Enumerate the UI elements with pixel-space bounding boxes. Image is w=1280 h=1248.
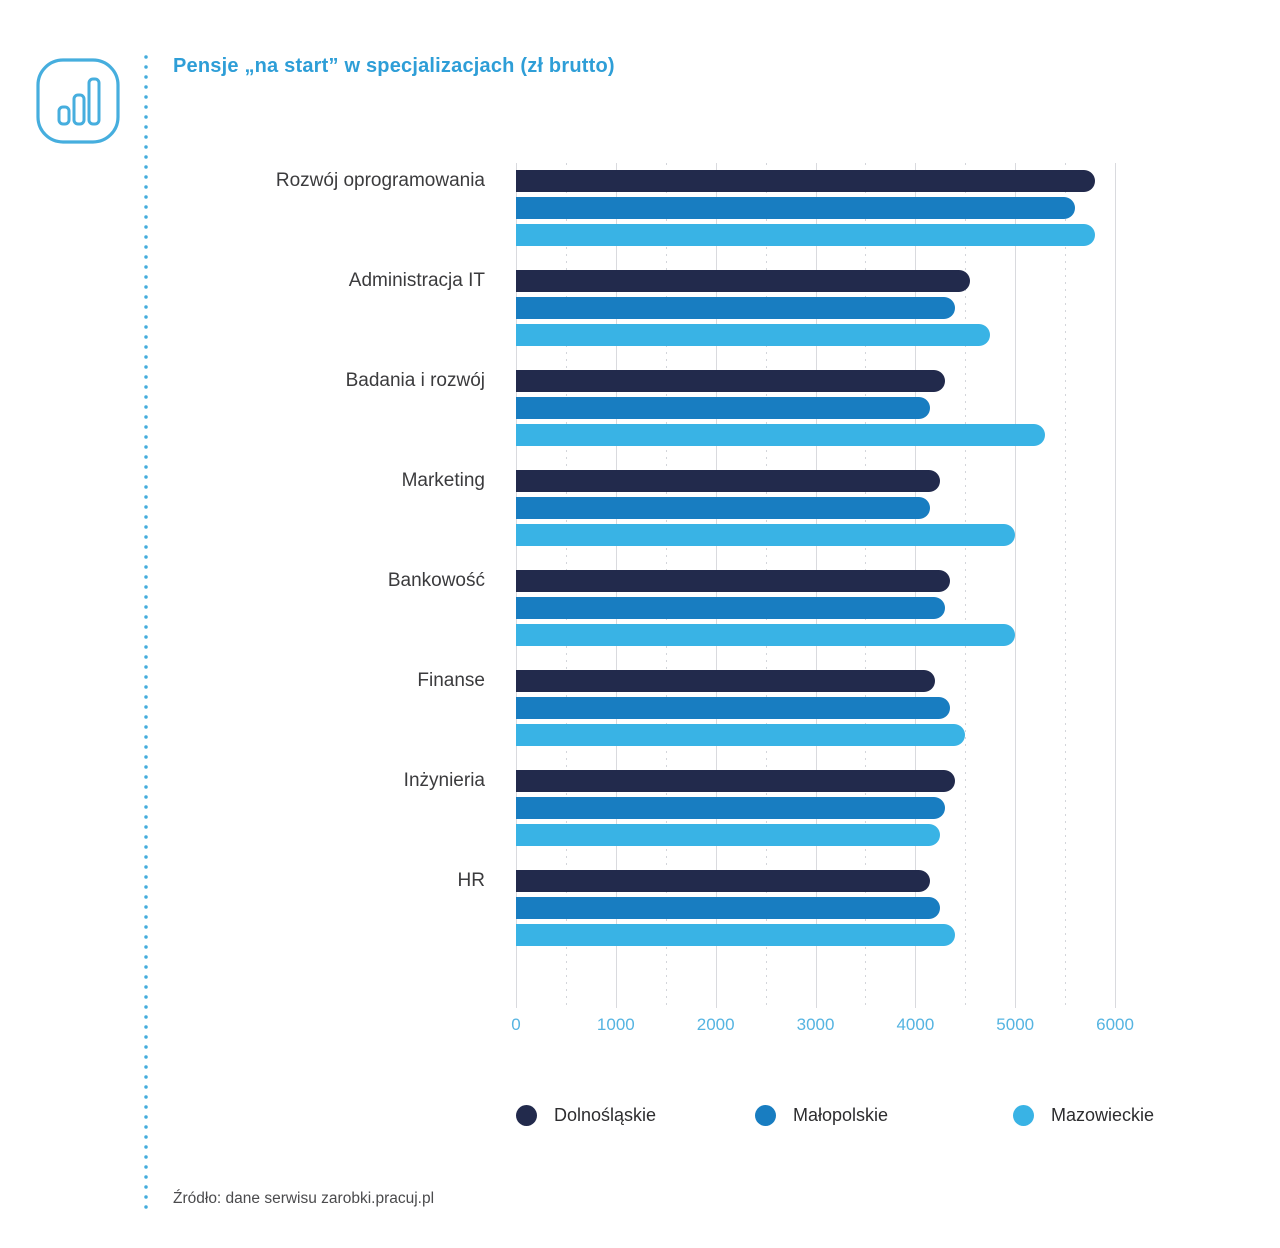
x-tick-label: 3000 — [796, 1015, 835, 1034]
x-tick-label: 4000 — [896, 1015, 935, 1034]
legend-label: Mazowieckie — [1051, 1105, 1155, 1125]
x-axis-tick-labels: 0 1000 2000 3000 4000 5000 6000 — [511, 1015, 1160, 1041]
bar-chart-icon — [36, 58, 120, 144]
chart-row: Marketing — [173, 463, 1168, 563]
legend-label: Dolnośląskie — [554, 1105, 657, 1125]
bar — [516, 470, 941, 492]
bar — [516, 670, 936, 692]
chart-row: Inżynieria — [173, 763, 1168, 863]
bar — [516, 324, 991, 346]
category-label: Bankowość — [387, 570, 485, 591]
x-tick-label: 5000 — [996, 1015, 1035, 1034]
bar — [516, 624, 1016, 646]
chart-legend: Dolnośląskie Małopolskie Mazowieckie — [516, 1105, 1160, 1131]
bar-chart: Rozwój oprogramowania Administracja IT Bad… — [173, 163, 1168, 1126]
legend-dot-icon — [1013, 1105, 1034, 1126]
bar-group — [516, 770, 1160, 846]
x-tick-label: 6000 — [1096, 1015, 1134, 1034]
bar — [516, 224, 1096, 246]
legend-dot-icon — [516, 1105, 537, 1126]
chart-row: Rozwój oprogramowania — [173, 163, 1168, 263]
legend-item: Małopolskie — [755, 1105, 888, 1126]
chart-row: Badania i rozwój — [173, 363, 1168, 463]
bar-group — [516, 370, 1160, 446]
source-note: Źródło: dane serwisu zarobki.pracuj.pl — [173, 1190, 435, 1207]
bar-group — [516, 570, 1160, 646]
category-label: Badania i rozwój — [345, 370, 485, 391]
bar — [516, 724, 966, 746]
bar-group — [516, 470, 1160, 546]
bar — [516, 424, 1046, 446]
legend-dot-icon — [755, 1105, 776, 1126]
bar — [516, 697, 951, 719]
category-label: Finanse — [417, 670, 485, 691]
chart-row: HR — [173, 863, 1168, 963]
bar-group — [516, 670, 1160, 746]
category-label: HR — [457, 870, 485, 891]
x-tick-label: 2000 — [696, 1015, 735, 1034]
bar — [516, 770, 956, 792]
chart-title: Pensje „na start” w specjalizacjach (zł … — [173, 55, 615, 77]
legend-item: Dolnośląskie — [516, 1105, 656, 1126]
bar — [516, 270, 971, 292]
legend-label: Małopolskie — [793, 1105, 889, 1125]
x-tick-label: 0 — [511, 1015, 521, 1034]
category-label: Inżynieria — [403, 770, 485, 791]
bar — [516, 897, 941, 919]
chart-row: Finanse — [173, 663, 1168, 763]
category-label: Administracja IT — [348, 270, 485, 291]
bar — [516, 597, 946, 619]
chart-row: Administracja IT — [173, 263, 1168, 363]
bar — [516, 370, 946, 392]
bar-group — [516, 270, 1160, 346]
bar-group — [516, 170, 1160, 246]
bar — [516, 397, 931, 419]
x-tick-label: 1000 — [596, 1015, 635, 1034]
bar-group — [516, 870, 1160, 946]
chart-row: Bankowość — [173, 563, 1168, 663]
bar — [516, 170, 1096, 192]
bar — [516, 924, 956, 946]
bar — [516, 824, 941, 846]
bar — [516, 524, 1016, 546]
bar — [516, 570, 951, 592]
bar — [516, 797, 946, 819]
chart-rows: Rozwój oprogramowania Administracja IT Bad… — [173, 163, 1168, 963]
dotted-divider — [144, 55, 148, 1215]
bar — [516, 297, 956, 319]
category-label: Rozwój oprogramowania — [275, 170, 485, 191]
category-label: Marketing — [401, 470, 485, 491]
bar — [516, 497, 931, 519]
legend-item: Mazowieckie — [1013, 1105, 1154, 1126]
bar — [516, 870, 931, 892]
bar — [516, 197, 1076, 219]
